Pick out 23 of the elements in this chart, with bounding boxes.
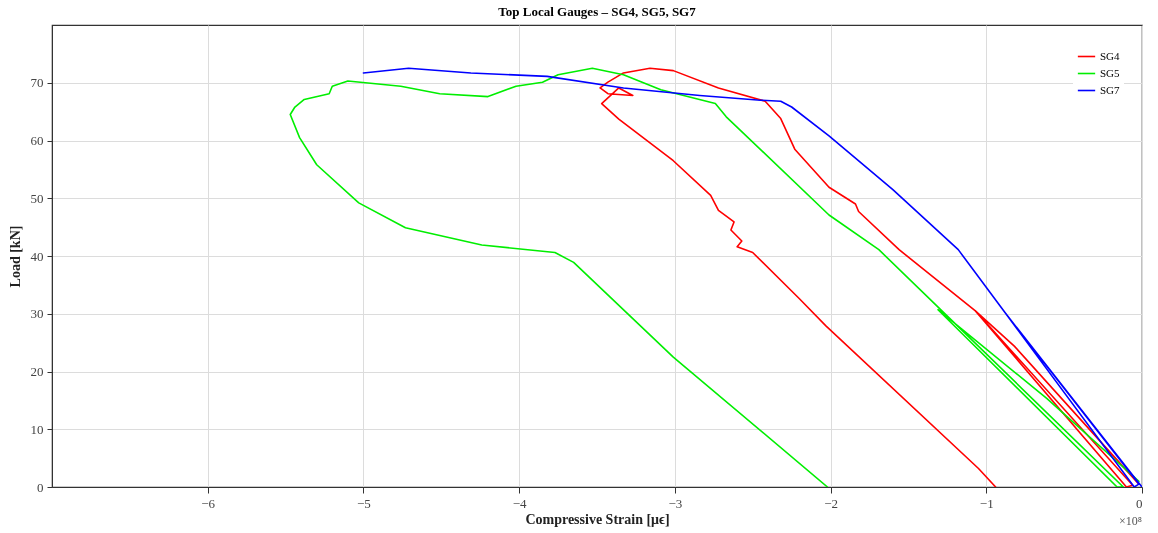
x-tick-label: −3	[668, 495, 683, 511]
x-tick-label: −2	[824, 495, 838, 511]
y-axis-title: Load [kN]	[7, 225, 23, 288]
x-tick-label: −5	[357, 495, 371, 511]
y-tick-label: 20	[30, 364, 44, 379]
x-axis-title: Compressive Strain [μϵ]	[525, 511, 670, 527]
y-tick-label: 10	[30, 421, 44, 437]
y-tick-label: 60	[30, 133, 44, 148]
x-tick-label: −4	[512, 495, 528, 511]
y-tick-label: 30	[30, 306, 44, 322]
legend-label: SG5	[1100, 66, 1121, 79]
line-series	[599, 67, 1140, 487]
y-tick-label: 50	[30, 190, 44, 206]
text: ×10⁸	[1119, 514, 1142, 528]
x-tick-label: 0	[1136, 495, 1143, 511]
x-tick-label: −1	[979, 495, 994, 511]
x-tick-label: −6	[201, 495, 216, 511]
y-tick-label: 40	[30, 248, 44, 264]
y-tick-label: 70	[30, 75, 44, 91]
legend-label: SG4	[1100, 49, 1121, 62]
y-tick-label: 0	[37, 479, 44, 495]
legend-label: SG7	[1100, 83, 1121, 96]
chart-title: Top Local Gauges – SG4, SG5, SG7	[498, 4, 697, 19]
